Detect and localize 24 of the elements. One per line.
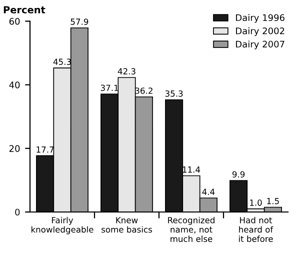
y-tick-label: 60 <box>9 18 20 25</box>
x-tick-label: Recognized name, not much else <box>168 216 214 242</box>
data-label: 1.5 <box>267 198 279 204</box>
data-label: 37.1 <box>100 84 118 92</box>
y-tick-label: 40 <box>9 82 20 88</box>
data-label: 4.4 <box>202 188 215 195</box>
y-tick-label: 20 <box>9 145 20 152</box>
legend-label: Dairy 1996 <box>236 14 284 23</box>
data-label: 57.9 <box>70 18 88 25</box>
data-label: 35.3 <box>165 90 183 97</box>
x-tick-label: Knew some basics <box>102 217 152 233</box>
data-label: 36.2 <box>135 88 152 94</box>
legend-label: Dairy 2002 <box>236 27 284 36</box>
data-label: 17.7 <box>36 146 54 153</box>
data-label: 9.9 <box>232 171 245 178</box>
y-tick-label: 0 <box>15 208 20 216</box>
y-axis-title: Percent <box>4 6 46 14</box>
legend-label: Dairy 2007 <box>236 40 284 50</box>
x-tick-label: Had not heard of it before <box>239 216 274 242</box>
x-tick-label: Fairly knowledgeable <box>32 216 94 234</box>
data-label: 45.3 <box>53 58 71 65</box>
data-label: 1.0 <box>250 200 262 206</box>
data-label: 11.4 <box>182 166 200 173</box>
data-label: 42.3 <box>118 68 136 74</box>
